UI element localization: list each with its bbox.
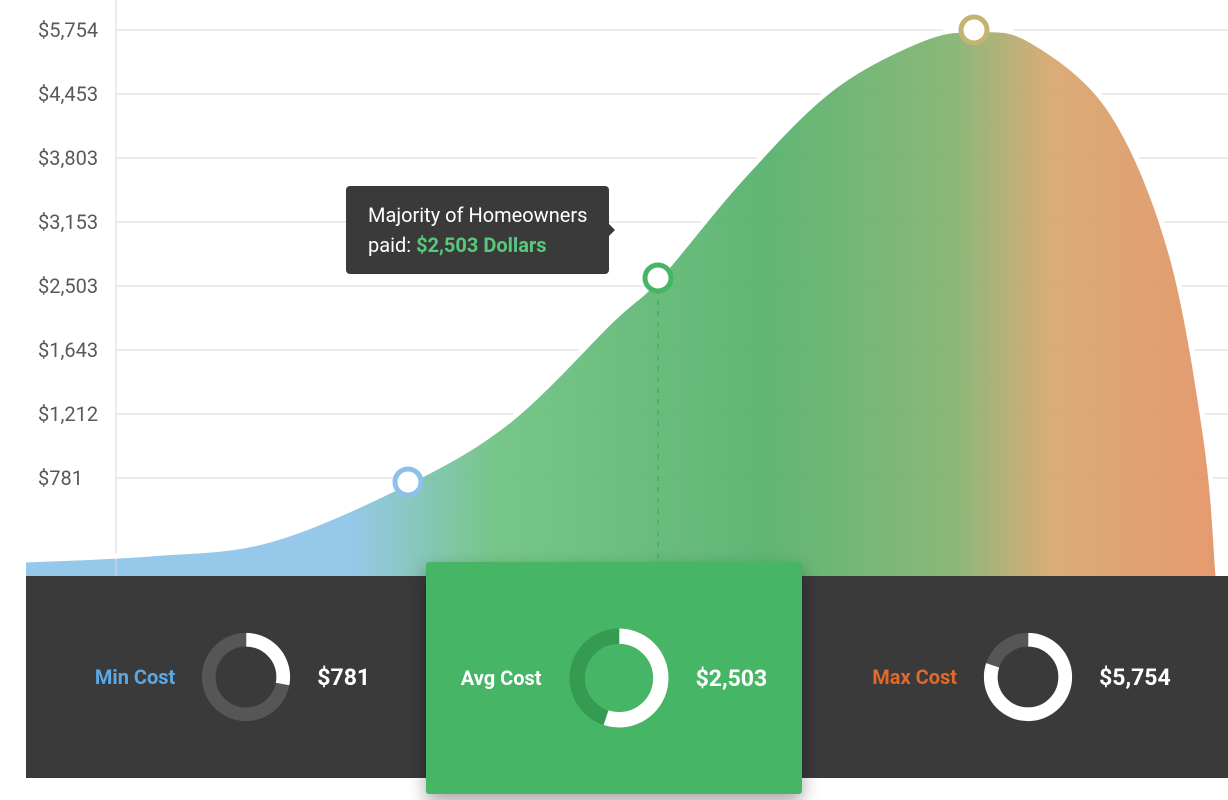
- avg-cost-value: $2,503: [696, 665, 768, 692]
- y-tick-label: $1,212: [38, 402, 98, 426]
- y-tick-label: $2,503: [38, 274, 98, 298]
- min-cost-label: Min Cost: [95, 665, 175, 689]
- chart-area: $5,754 $4,453 $3,803 $3,153 $2,503 $1,643 $1,2…: [0, 0, 1228, 576]
- tooltip-line2-prefix: paid:: [368, 233, 416, 257]
- y-tick-label: $1,643: [38, 338, 98, 362]
- avg-cost-label: Avg Cost: [461, 666, 542, 690]
- max-cost-card: Max Cost $5,754: [815, 576, 1228, 778]
- tooltip-line2: paid: $2,503 Dollars: [368, 230, 587, 260]
- y-tick-label: $3,803: [38, 146, 98, 170]
- tooltip-highlight: $2,503 Dollars: [416, 233, 546, 257]
- avg-cost-card: Avg Cost $2,503: [426, 562, 802, 794]
- max-cost-donut-icon: [979, 628, 1077, 726]
- area-chart-svg: [0, 0, 1228, 576]
- y-tick-label: $781: [38, 466, 83, 490]
- max-cost-label: Max Cost: [872, 665, 957, 689]
- cost-distribution-infographic: $5,754 $4,453 $3,803 $3,153 $2,503 $1,643 $1,2…: [0, 0, 1228, 800]
- avg-cost-donut-icon: [564, 623, 674, 733]
- y-tick-label: $5,754: [38, 18, 98, 42]
- y-tick-label: $4,453: [38, 82, 98, 106]
- min-cost-donut-icon: [197, 628, 295, 726]
- tooltip-line1: Majority of Homeowners: [368, 200, 587, 230]
- y-tick-label: $3,153: [38, 210, 98, 234]
- min-cost-value: $781: [317, 664, 370, 691]
- min-cost-card: Min Cost $781: [26, 576, 439, 778]
- max-cost-value: $5,754: [1099, 664, 1171, 691]
- avg-tooltip: Majority of Homeowners paid: $2,503 Doll…: [346, 186, 609, 274]
